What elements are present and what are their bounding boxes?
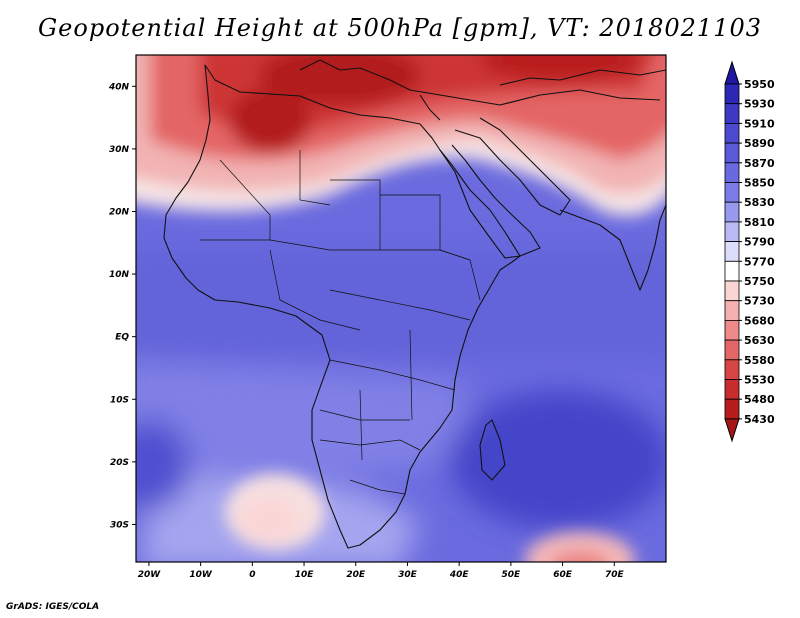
colorbar-label: 5630 <box>744 334 775 347</box>
colorbar-label: 5770 <box>744 255 775 268</box>
colorbar-label: 5830 <box>744 196 775 209</box>
lat-tick-label: 10N <box>109 270 130 280</box>
latitude-axis: 40N 30N 20N 10N EQ 10S 20S 30S <box>108 82 136 530</box>
lon-tick-label: 10W <box>189 570 213 580</box>
colorbar-label: 5480 <box>744 393 775 406</box>
colorbar-label: 5430 <box>744 413 775 426</box>
map-title: Geopotential Height at 500hPa [gpm], VT:… <box>38 14 762 42</box>
colorbar-label: 5890 <box>744 137 775 150</box>
colorbar-segment <box>724 162 740 183</box>
colorbar-segment <box>724 182 740 203</box>
colorbar-label: 5810 <box>744 216 775 229</box>
colorbar-segment <box>724 359 740 380</box>
lat-tick-label: 30S <box>110 520 129 530</box>
colorbar-segment <box>724 241 740 262</box>
lat-tick-label: 30N <box>109 145 130 155</box>
colorbar-segment <box>724 280 740 302</box>
colorbar-label: 5870 <box>744 157 775 170</box>
colorbar-segment <box>724 123 740 144</box>
credit-label: GrADS: IGES/COLA <box>6 602 100 612</box>
lon-tick-label: 60E <box>553 570 573 580</box>
colorbar-segment <box>724 103 740 124</box>
colorbar-segment <box>724 339 740 361</box>
lat-tick-label: 20N <box>109 207 130 217</box>
lat-tick-label: 10S <box>110 395 129 405</box>
colorbar-label: 5580 <box>744 354 775 367</box>
colorbar-segment <box>724 201 740 223</box>
lat-tick-label: 40N <box>108 82 130 92</box>
colorbar-segment <box>724 221 740 242</box>
colorbar-segment <box>724 379 740 400</box>
longitude-axis: 20W 10W 0 10E 20E 30E 40E 50E 60E 70E <box>138 562 625 580</box>
lon-tick-label: 20E <box>346 570 366 580</box>
lon-tick-label: 40E <box>449 570 470 580</box>
colorbar-bottom-arrow <box>724 418 740 443</box>
colorbar-label: 5950 <box>744 78 775 91</box>
lon-tick-label: 70E <box>605 570 625 580</box>
colorbar-segment <box>724 83 740 105</box>
colorbar-segment <box>724 398 740 420</box>
coastlines <box>163 59 666 549</box>
lon-tick-label: 30E <box>398 570 418 580</box>
height-field <box>136 55 666 562</box>
colorbar-label: 5790 <box>744 236 775 249</box>
colorbar-label: 5930 <box>744 98 775 111</box>
colorbar-label: 5530 <box>744 374 775 387</box>
colorbar-label: 5750 <box>744 275 775 288</box>
colorbar-segment <box>724 142 740 164</box>
colorbar-label: 5910 <box>744 117 775 130</box>
lon-tick-label: 50E <box>502 570 522 580</box>
lon-tick-label: 0 <box>249 570 255 580</box>
colorbar-label: 5850 <box>744 177 775 190</box>
plot-frame <box>135 54 667 563</box>
country-borders <box>200 150 481 495</box>
colorbar-segment <box>724 260 740 282</box>
lat-tick-label: 20S <box>110 458 129 468</box>
colorbar-segment <box>724 300 740 321</box>
lon-tick-label: 20W <box>138 570 162 580</box>
lon-tick-label: 10E <box>295 570 315 580</box>
colorbar-segment <box>724 319 740 341</box>
colorbar-label: 5730 <box>744 295 775 308</box>
colorbar-label: 5680 <box>744 314 775 327</box>
colorbar: 5950 5930 5910 5890 5870 5850 5830 5810 5790 5770… <box>724 60 775 443</box>
lat-tick-label: EQ <box>115 333 129 343</box>
colorbar-top-arrow <box>724 60 740 85</box>
